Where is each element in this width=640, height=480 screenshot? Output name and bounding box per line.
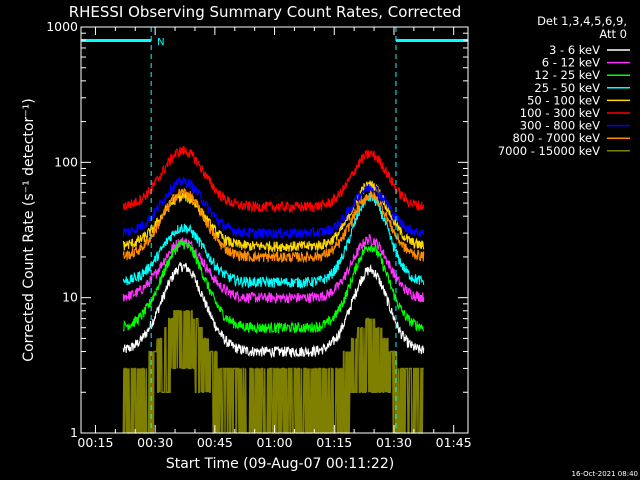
series-line-2 <box>122 234 425 305</box>
legend-header-line-1: Det 1,3,4,5,6,9, <box>537 14 627 28</box>
legend-label-8: 800 - 7000 keV <box>512 131 600 145</box>
timestamp: 16-Oct-2021 08:40 <box>572 470 638 478</box>
y-axis-label: Corrected Count Rate (s⁻¹ detector⁻¹) <box>21 98 37 361</box>
legend-label-9: 7000 - 15000 keV <box>498 144 600 158</box>
x-axis-label: Start Time (09-Aug-07 00:11:22) <box>166 456 394 472</box>
x-tick-label: 01:45 <box>436 435 472 450</box>
night-bar-2 <box>395 39 468 42</box>
y-tick-label: 1000 <box>46 19 78 34</box>
legend-label-4: 25 - 50 keV <box>534 81 600 95</box>
series-line-1 <box>122 262 425 359</box>
x-tick-label: 01:30 <box>376 435 412 450</box>
legend-label-6: 100 - 300 keV <box>520 106 600 120</box>
legend-label-7: 300 - 800 keV <box>520 119 600 133</box>
legend-header-line-2: Att 0 <box>599 27 627 41</box>
x-tick-label: 00:15 <box>77 435 113 450</box>
night-bar-1 <box>81 39 152 42</box>
series-line-5 <box>122 180 425 254</box>
x-tick-label: 00:30 <box>137 435 173 450</box>
y-tick-label: 10 <box>62 290 78 305</box>
y-tick-label: 100 <box>54 154 78 169</box>
series-line-9 <box>122 310 424 434</box>
legend-label-1: 3 - 6 keV <box>549 43 600 57</box>
ticks-layer: 00:15 00:30 00:45 01:00 01:15 01:30 01:45 1 10 10… <box>46 19 471 450</box>
legend-label-2: 6 - 12 keV <box>542 56 600 70</box>
x-tick-label: 00:45 <box>197 435 233 450</box>
night-marker: N <box>157 37 164 48</box>
series-line-6 <box>122 146 425 214</box>
y-tick-label: 1 <box>70 425 78 440</box>
series-line-7 <box>122 176 425 240</box>
series-layer <box>122 146 425 434</box>
x-tick-label: 01:15 <box>316 435 352 450</box>
x-tick-label: 01:00 <box>257 435 293 450</box>
chart-title: RHESSI Observing Summary Count Rates, Co… <box>69 3 462 21</box>
legend-label-5: 50 - 100 keV <box>527 93 600 107</box>
series-line-3 <box>122 238 424 335</box>
legend-label-3: 12 - 25 keV <box>534 68 600 82</box>
series-line-8 <box>122 188 425 264</box>
